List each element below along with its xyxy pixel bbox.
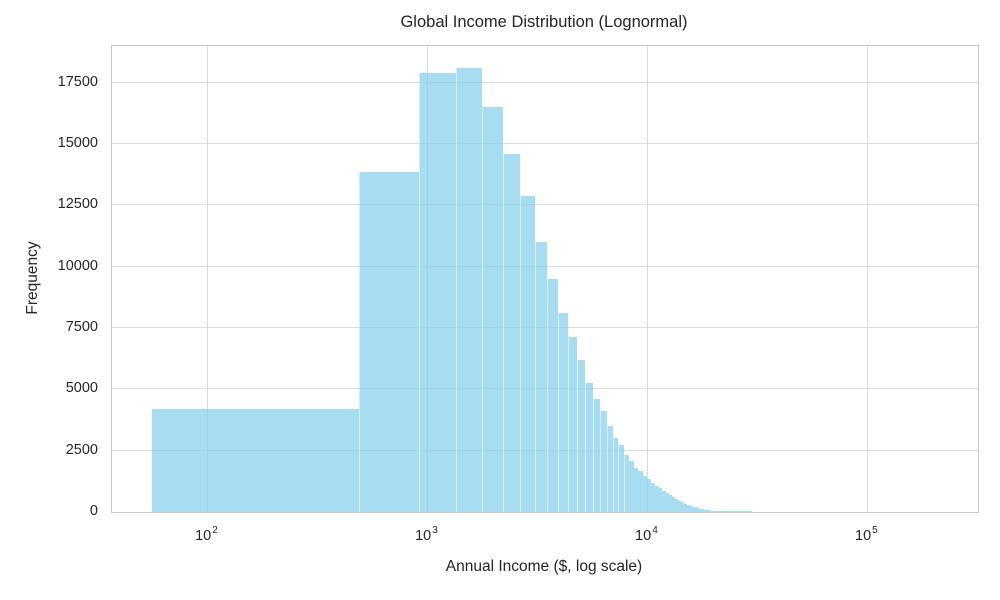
histogram-bar bbox=[662, 490, 666, 512]
histogram-bar bbox=[672, 497, 676, 512]
histogram-bar bbox=[706, 510, 709, 512]
gridline-vertical bbox=[206, 46, 208, 512]
histogram-bar bbox=[742, 511, 745, 512]
chart-title: Global Income Distribution (Lognormal) bbox=[400, 13, 688, 31]
histogram-bar bbox=[665, 493, 670, 512]
histogram-bar bbox=[599, 411, 607, 512]
histogram-bar bbox=[618, 445, 624, 512]
histogram-bar bbox=[699, 508, 703, 512]
histogram-bar bbox=[419, 72, 456, 512]
histogram-bar bbox=[612, 438, 619, 512]
histogram-bar bbox=[628, 461, 634, 512]
histogram-bar bbox=[720, 511, 723, 512]
histogram-bar bbox=[731, 511, 734, 512]
histogram-bar bbox=[455, 68, 483, 512]
histogram-bar bbox=[741, 511, 743, 512]
x-tick-label: 102 bbox=[195, 525, 218, 544]
histogram-bar bbox=[623, 455, 629, 512]
histogram-bar bbox=[686, 504, 690, 512]
histogram-bar bbox=[678, 500, 682, 512]
y-tick-label: 2500 bbox=[65, 441, 98, 458]
histogram-bar bbox=[568, 337, 578, 512]
histogram-bar bbox=[697, 508, 700, 512]
histogram-bar bbox=[658, 488, 663, 512]
histogram-bar bbox=[633, 467, 639, 512]
y-tick-label: 10000 bbox=[57, 257, 98, 274]
histogram-bar bbox=[728, 511, 731, 512]
histogram-bar bbox=[503, 153, 521, 512]
histogram-bar bbox=[684, 503, 687, 512]
histogram-bar bbox=[638, 471, 643, 512]
histogram-bar bbox=[745, 511, 748, 512]
histogram-bar bbox=[739, 511, 742, 512]
histogram-bar bbox=[642, 475, 648, 512]
histogram-bar bbox=[713, 510, 716, 512]
histogram-bar bbox=[733, 511, 736, 512]
histogram-bar bbox=[719, 511, 721, 512]
histogram-bar bbox=[547, 279, 559, 512]
gridline-vertical bbox=[866, 46, 868, 512]
histogram-bar bbox=[520, 195, 535, 512]
histogram-bar bbox=[715, 511, 718, 512]
gridline-horizontal bbox=[112, 204, 978, 206]
histogram-bar bbox=[717, 511, 720, 512]
histogram-bar bbox=[585, 383, 593, 512]
histogram-bar bbox=[738, 511, 740, 512]
histogram-bar bbox=[606, 425, 613, 512]
y-tick-label: 7500 bbox=[65, 319, 98, 336]
histogram-bar bbox=[669, 495, 673, 512]
histogram-bar bbox=[726, 511, 729, 512]
histogram-bar bbox=[558, 312, 569, 512]
histogram-bar bbox=[654, 486, 659, 512]
histogram-bar bbox=[647, 479, 652, 512]
histogram-bar bbox=[702, 509, 705, 512]
x-tick-label: 105 bbox=[855, 525, 878, 544]
plot-area bbox=[111, 45, 979, 513]
histogram-bar bbox=[675, 499, 679, 512]
histogram-bar bbox=[735, 511, 737, 512]
gridline-vertical bbox=[646, 46, 648, 512]
histogram-bar bbox=[724, 511, 727, 512]
histogram-bar bbox=[710, 510, 713, 512]
histogram-bar bbox=[750, 511, 752, 512]
histogram-bar bbox=[747, 511, 749, 512]
y-tick-label: 15000 bbox=[57, 135, 98, 152]
x-tick-label: 104 bbox=[635, 525, 658, 544]
histogram-bar bbox=[744, 511, 746, 512]
gridline-horizontal bbox=[112, 81, 978, 83]
histogram-bar bbox=[534, 242, 548, 512]
histogram-bar bbox=[681, 502, 685, 512]
histogram-bar bbox=[577, 360, 586, 512]
y-axis-label: Frequency bbox=[24, 241, 41, 315]
gridline-horizontal bbox=[112, 143, 978, 145]
histogram-bar bbox=[358, 172, 420, 512]
histogram-bar bbox=[694, 507, 698, 512]
histogram-bar bbox=[651, 482, 655, 512]
y-tick-label: 17500 bbox=[57, 73, 98, 90]
y-tick-label: 5000 bbox=[65, 380, 98, 397]
y-tick-label: 12500 bbox=[57, 196, 98, 213]
histogram-bar bbox=[689, 505, 693, 512]
x-tick-label: 103 bbox=[415, 525, 438, 544]
y-tick-label: 0 bbox=[89, 503, 98, 519]
histogram-bar bbox=[722, 511, 725, 512]
histogram-bar bbox=[151, 409, 359, 512]
histogram-bar bbox=[708, 510, 711, 512]
histogram-bar bbox=[482, 107, 504, 512]
histogram-bar bbox=[736, 511, 739, 512]
histogram-bar bbox=[592, 399, 600, 512]
histogram-bar bbox=[730, 511, 732, 512]
histogram-bar bbox=[692, 506, 695, 512]
histogram-bar bbox=[704, 509, 707, 512]
x-axis-label: Annual Income ($, log scale) bbox=[445, 558, 643, 575]
histogram-bar bbox=[748, 511, 751, 512]
